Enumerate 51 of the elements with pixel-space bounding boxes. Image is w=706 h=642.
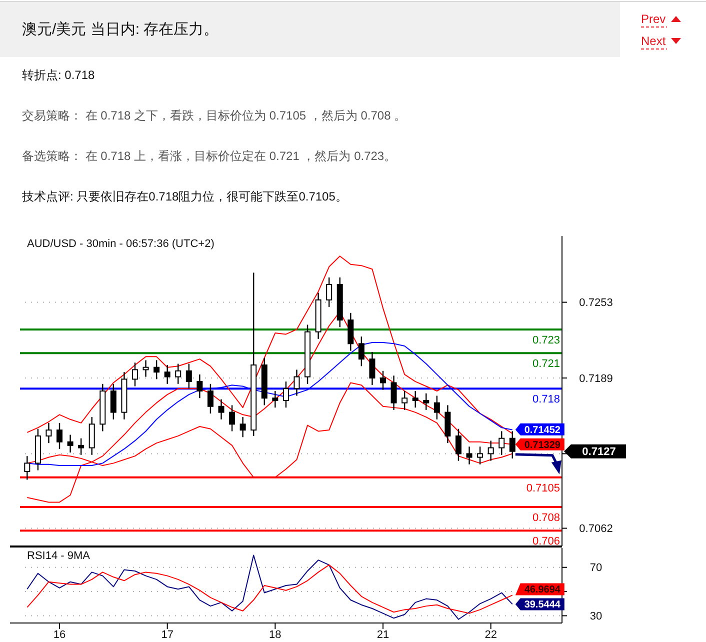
candlestick [121, 371, 128, 420]
candlestick [164, 364, 170, 384]
candlestick [369, 351, 376, 386]
chart-title: AUD/USD - 30min - 06:57:36 (UTC+2) [27, 238, 214, 250]
candlestick [412, 390, 418, 408]
candlestick [240, 416, 246, 438]
ref-line-label: 0.721 [532, 358, 560, 370]
x-tick-label: 21 [376, 629, 390, 641]
text: 交易策略： 在 0.718 之下，看跌，目标价位为 0.7105 ，然后为 0.708 。 [22, 108, 406, 122]
y-tick-label: 0.7189 [579, 372, 613, 385]
candlestick [348, 312, 354, 352]
candlestick [315, 292, 322, 340]
data-label: 39.5444 [524, 600, 561, 611]
line-series [26, 256, 513, 434]
ref-line-label: 0.706 [532, 536, 560, 548]
text: Next [641, 34, 666, 48]
candlestick [390, 375, 397, 411]
text: 澳元/美元 当日内: 存在压力。 [22, 21, 219, 38]
y-tick-label: 30 [590, 610, 602, 623]
candlestick [488, 440, 494, 462]
text: Prev [641, 12, 666, 26]
candlestick [67, 434, 74, 454]
candlestick [466, 446, 472, 465]
ref-line-label: 0.718 [532, 394, 560, 406]
x-tick-label: 22 [484, 629, 497, 641]
data-label: 46.9694 [524, 584, 561, 596]
x-tick-label: 18 [269, 629, 282, 641]
text: 转折点: 0.718 [22, 68, 96, 82]
candlestick [294, 369, 300, 396]
data-label: 0.71329 [524, 440, 561, 451]
y-tick-label: 0.7062 [579, 523, 613, 536]
ref-line-label: 0.7105 [526, 482, 560, 494]
candlestick [196, 374, 203, 399]
candlestick [444, 404, 451, 444]
candlestick [142, 360, 149, 378]
text: 技术点评: 只要依旧存在0.718阻力位，很可能下跌至0.7105。 [21, 190, 348, 204]
y-tick-label: 70 [590, 562, 602, 574]
x-tick-label: 17 [161, 629, 174, 641]
chart-title: RSI14 - 9MA [27, 550, 91, 562]
candlestick [46, 422, 52, 444]
candlestick [218, 398, 224, 420]
ref-line-label: 0.708 [532, 512, 560, 524]
ref-line-label: 0.723 [532, 334, 560, 346]
text: 备选策略： 在 0.718 上，看涨，目标价位定在 0.721 ，然后为 0.723。 [22, 149, 396, 163]
x-tick-label: 16 [53, 629, 66, 641]
candlestick [272, 390, 278, 408]
y-tick-label: 0.7253 [579, 297, 613, 310]
text: 0.7127 [582, 446, 616, 458]
candlestick [24, 455, 30, 480]
data-label: 0.71452 [524, 424, 561, 436]
line-series [26, 564, 513, 614]
